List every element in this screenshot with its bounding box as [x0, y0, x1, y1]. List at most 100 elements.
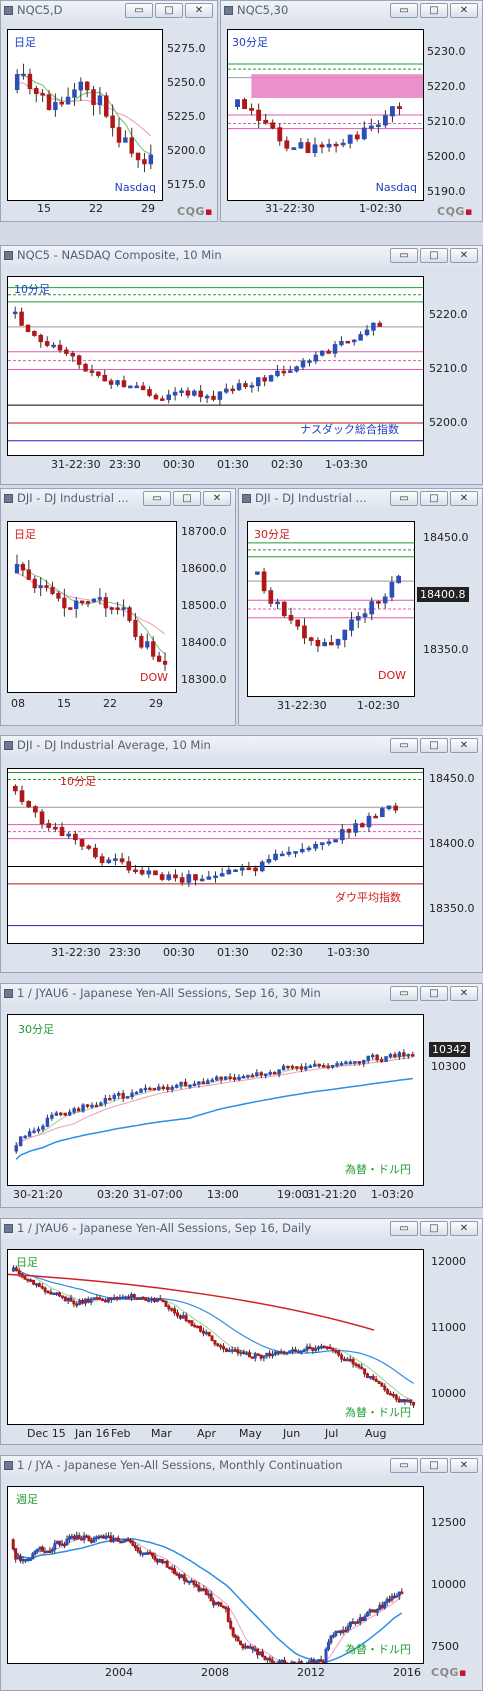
- close-button[interactable]: ✕: [450, 248, 478, 263]
- window-jyau6-daily: 1 / JYAU6 - Japanese Yen-All Sessions, S…: [0, 1218, 483, 1445]
- y-tick: 18450.0: [429, 772, 475, 785]
- y-tick: 5175.0: [167, 178, 206, 191]
- y-tick: 18450.0: [423, 531, 469, 544]
- minimize-button[interactable]: ▭: [390, 248, 418, 263]
- y-tick: 18700.0: [181, 525, 227, 538]
- minimize-button[interactable]: ▭: [390, 986, 418, 1001]
- title-bar[interactable]: DJI - DJ Industrial ... ▭ □ ✕: [1, 489, 235, 509]
- minimize-button[interactable]: ▭: [390, 491, 418, 506]
- chart-plot[interactable]: 日足 DOW: [7, 521, 177, 693]
- x-tick: May: [239, 1427, 262, 1440]
- chart-icon: [4, 1461, 13, 1470]
- chart-plot[interactable]: 30分足 為替・ドル円: [7, 1014, 424, 1186]
- restore-button[interactable]: □: [420, 986, 448, 1001]
- close-button[interactable]: ✕: [450, 1458, 478, 1473]
- minimize-button[interactable]: ▭: [143, 491, 171, 506]
- chart-icon: [4, 6, 13, 15]
- y-tick: 18350.0: [423, 643, 469, 656]
- restore-button[interactable]: □: [420, 1221, 448, 1236]
- window-title: DJI - DJ Industrial Average, 10 Min: [17, 738, 211, 752]
- x-tick: Jan 16: [75, 1427, 110, 1440]
- y-tick: 11000: [431, 1321, 466, 1334]
- x-tick: 23:30: [109, 458, 141, 471]
- minimize-button[interactable]: ▭: [390, 3, 418, 18]
- title-bar[interactable]: DJI - DJ Industrial Average, 10 Min ▭ □ ✕: [1, 736, 482, 756]
- minimize-button[interactable]: ▭: [390, 738, 418, 753]
- x-tick: 01:30: [217, 458, 249, 471]
- timeframe-label: 30分足: [18, 1023, 54, 1036]
- close-button[interactable]: ✕: [203, 491, 231, 506]
- chart-icon: [224, 6, 233, 15]
- x-tick: 31-22:30: [277, 699, 327, 712]
- timeframe-label: 30分足: [232, 36, 268, 49]
- timeframe-label: 日足: [16, 1256, 38, 1269]
- instrument-label: DOW: [139, 671, 168, 684]
- y-tick: 12000: [431, 1255, 466, 1268]
- close-button[interactable]: ✕: [450, 3, 478, 18]
- timeframe-label: 10分足: [14, 283, 50, 296]
- y-tick: 12500: [431, 1516, 466, 1529]
- y-tick: 5220.0: [429, 308, 468, 321]
- chart-icon: [4, 741, 13, 750]
- x-tick: 03:20: [97, 1188, 129, 1201]
- instrument-label: ダウ平均指数: [335, 891, 401, 904]
- chart-icon: [4, 251, 13, 260]
- y-tick: 5275.0: [167, 42, 206, 55]
- title-bar[interactable]: 1 / JYA - Japanese Yen-All Sessions, Mon…: [1, 1456, 482, 1476]
- title-bar[interactable]: NQC5,30 ▭ □ ✕: [221, 1, 482, 21]
- x-tick: 13:00: [207, 1188, 239, 1201]
- title-bar[interactable]: NQC5 - NASDAQ Composite, 10 Min ▭ □ ✕: [1, 246, 482, 266]
- y-tick: 18300.0: [181, 673, 227, 686]
- chart-icon: [242, 494, 251, 503]
- x-tick: 31-07:00: [133, 1188, 183, 1201]
- window-nqc5-30min: NQC5,30 ▭ □ ✕ 30分足 Nasdaq 5230.0 5220.0 52…: [220, 0, 483, 222]
- instrument-label: 為替・ドル円: [345, 1163, 411, 1176]
- close-button[interactable]: ✕: [450, 738, 478, 753]
- x-tick: 02:30: [271, 946, 303, 959]
- close-button[interactable]: ✕: [450, 491, 478, 506]
- chart-plot[interactable]: 週足 為替・ドル円: [7, 1486, 424, 1664]
- chart-plot[interactable]: 日足 為替・ドル円: [7, 1249, 424, 1425]
- chart-icon: [4, 1224, 13, 1233]
- restore-button[interactable]: □: [420, 491, 448, 506]
- x-tick: Mar: [151, 1427, 172, 1440]
- title-bar[interactable]: 1 / JYAU6 - Japanese Yen-All Sessions, S…: [1, 1219, 482, 1239]
- x-tick: 15: [37, 202, 51, 215]
- chart-plot[interactable]: 10分足 ナスダック総合指数: [7, 276, 424, 456]
- x-tick: 31-22:30: [51, 946, 101, 959]
- close-button[interactable]: ✕: [185, 3, 213, 18]
- title-bar[interactable]: NQC5,D ▭ □ ✕: [1, 1, 217, 21]
- restore-button[interactable]: □: [173, 491, 201, 506]
- chart-plot[interactable]: 30分足 DOW: [247, 521, 415, 697]
- y-tick: 5200.0: [167, 144, 206, 157]
- minimize-button[interactable]: ▭: [390, 1458, 418, 1473]
- restore-button[interactable]: □: [420, 248, 448, 263]
- x-tick: 1-03:20: [371, 1188, 414, 1201]
- close-button[interactable]: ✕: [450, 1221, 478, 1236]
- x-tick: 1-03:30: [325, 458, 368, 471]
- chart-plot[interactable]: 30分足 Nasdaq: [227, 29, 424, 201]
- cqg-logo: CQG▪: [437, 205, 473, 218]
- close-button[interactable]: ✕: [450, 986, 478, 1001]
- restore-button[interactable]: □: [420, 738, 448, 753]
- x-tick: Dec 15: [27, 1427, 66, 1440]
- title-bar[interactable]: DJI - DJ Industrial ... ▭ □ ✕: [239, 489, 482, 509]
- y-tick: 7500: [431, 1640, 459, 1653]
- window-title: 1 / JYAU6 - Japanese Yen-All Sessions, S…: [17, 986, 321, 1000]
- last-price-label: 18400.8: [417, 587, 469, 602]
- y-tick: 18500.0: [181, 599, 227, 612]
- restore-button[interactable]: □: [420, 3, 448, 18]
- chart-plot[interactable]: 10分足 ダウ平均指数: [7, 768, 424, 944]
- minimize-button[interactable]: ▭: [390, 1221, 418, 1236]
- x-tick: 29: [149, 697, 163, 710]
- restore-button[interactable]: □: [420, 1458, 448, 1473]
- x-tick: 00:30: [163, 458, 195, 471]
- chart-plot[interactable]: 日足 Nasdaq: [7, 29, 163, 201]
- title-bar[interactable]: 1 / JYAU6 - Japanese Yen-All Sessions, S…: [1, 984, 482, 1004]
- minimize-button[interactable]: ▭: [125, 3, 153, 18]
- y-tick: 5200.0: [427, 150, 466, 163]
- y-tick: 18400.0: [429, 837, 475, 850]
- y-tick: 5250.0: [167, 76, 206, 89]
- restore-button[interactable]: □: [155, 3, 183, 18]
- y-tick: 18600.0: [181, 562, 227, 575]
